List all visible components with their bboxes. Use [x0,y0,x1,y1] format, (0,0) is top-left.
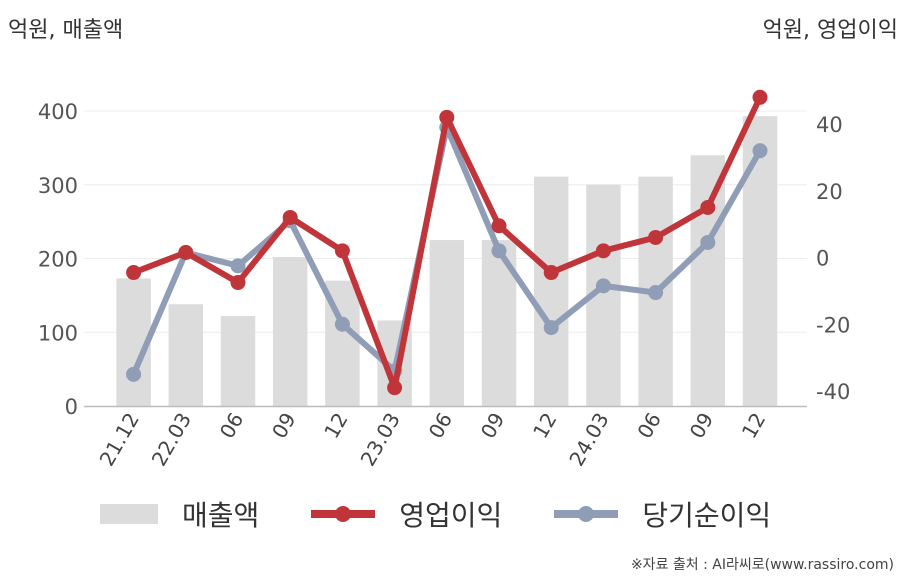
bar-revenue-12 [742,116,778,406]
x-tick-0: 21.12 [95,409,144,471]
point-series-2-9 [595,278,611,294]
x-tick-8: 12 [528,409,562,443]
x-tick-5: 23.03 [356,409,405,471]
legend-label-net-income: 당기순이익 [642,499,772,532]
left-tick-1: 100 [38,321,78,345]
source-note: ※자료 출처 : AI라씨로(www.rassiro.com) [630,557,894,573]
left-tick-2: 200 [38,248,78,272]
right-tick-2: 0 [816,247,829,271]
point-series-1-8 [543,265,559,281]
x-tick-11: 09 [685,409,719,443]
point-series-1-2 [230,275,246,291]
x-tick-9: 24.03 [564,409,613,471]
legend-swatch-net-income [554,506,619,522]
point-series-1-10 [648,229,664,245]
legend-item-operating-profit: 영업이익 [311,494,502,534]
point-series-1-0 [126,265,142,281]
bar-revenue-3 [272,257,308,406]
point-series-1-5 [387,380,403,396]
point-series-2-0 [126,366,142,382]
legend-item-net-income: 당기순이익 [554,494,771,534]
bar-revenue-8 [533,176,569,406]
point-series-2-8 [543,320,559,336]
point-series-1-12 [752,89,768,105]
bar-revenue-2 [220,316,256,406]
x-tick-4: 12 [319,409,353,443]
legend-swatch-operating-profit [311,506,376,522]
bar-revenue-11 [690,155,726,406]
x-tick-3: 09 [267,409,301,443]
left-axis-unit-label: 억원, 매출액 [8,18,124,43]
point-series-1-6 [439,109,455,125]
right-tick-3: 20 [816,180,843,204]
x-tick-2: 06 [215,409,249,443]
legend: 매출액 영업이익 당기순이익 [100,494,823,534]
combo-chart: 0 100 200 300 400 -40 -20 0 20 40 21.12 22.03 06 09 12… [38,89,850,471]
point-series-1-3 [282,209,298,225]
x-tick-1: 22.03 [147,409,196,471]
right-axis-unit-label: 억원, 영업이익 [762,18,898,43]
point-series-2-11 [700,234,716,250]
legend-label-operating-profit: 영업이익 [399,499,503,532]
point-series-2-10 [648,285,664,301]
legend-label-revenue: 매출액 [182,499,260,532]
point-series-1-4 [334,243,350,259]
point-series-2-2 [230,258,246,274]
x-tick-10: 06 [632,409,666,443]
point-series-1-9 [595,243,611,259]
right-tick-4: 40 [816,113,843,137]
x-tick-6: 06 [424,409,458,443]
point-series-1-11 [700,199,716,215]
left-tick-0: 0 [65,395,78,419]
legend-swatch-revenue [100,504,158,524]
x-tick-12: 12 [737,409,771,443]
point-series-1-7 [491,218,507,234]
point-series-2-4 [334,316,350,332]
point-series-2-12 [752,143,768,159]
left-tick-4: 400 [38,100,78,124]
right-tick-0: -40 [816,380,850,404]
bar-revenue-1 [168,304,204,406]
left-tick-3: 300 [38,174,78,198]
point-series-1-1 [178,244,194,260]
legend-item-revenue: 매출액 [100,494,259,534]
x-tick-7: 09 [476,408,510,442]
bar-revenue-6 [429,240,465,406]
point-series-2-7 [491,243,507,259]
right-tick-1: -20 [816,313,850,337]
